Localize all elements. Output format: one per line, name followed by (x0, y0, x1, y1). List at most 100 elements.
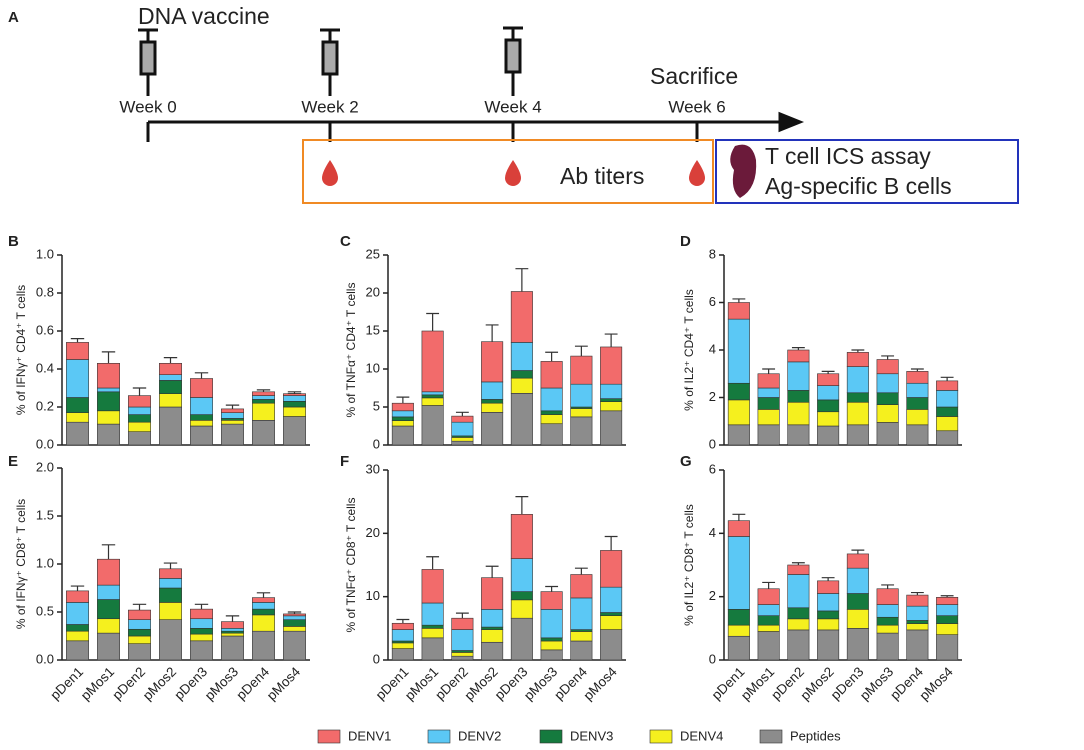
bar-segment (817, 593, 840, 612)
bar-segment (846, 628, 869, 661)
bar-segment (510, 558, 533, 592)
bar-segment (66, 342, 89, 360)
y-tick-label: 30 (366, 461, 380, 476)
bar-segment (540, 410, 563, 415)
bar-segment (600, 401, 623, 412)
bar-segment (936, 390, 959, 408)
error-bar (821, 370, 835, 374)
error-bar (545, 351, 559, 362)
bar-segment (190, 397, 213, 415)
bar-segment (570, 355, 593, 385)
bar-segment (936, 634, 959, 661)
bar-segment (727, 318, 750, 384)
bar-segment (787, 629, 810, 661)
bar-segment (451, 652, 474, 657)
bar-segment (540, 387, 563, 412)
bar-segment (481, 412, 504, 446)
bar-segment (159, 393, 182, 408)
bar-segment (221, 408, 244, 413)
bar-segment (757, 424, 780, 446)
bar-segment (128, 431, 151, 446)
bar-segment (283, 400, 306, 408)
y-tick-label: 6 (709, 294, 716, 309)
bar-segment (159, 602, 182, 620)
error-bar (485, 565, 499, 578)
error-bar (455, 411, 469, 417)
y-tick-label: 5 (373, 398, 380, 413)
bar-segment (66, 630, 89, 642)
error-bar (70, 338, 85, 343)
bar-segment (221, 419, 244, 425)
error-bar (545, 585, 559, 592)
error-bar (163, 562, 178, 569)
bar-segment (128, 643, 151, 661)
bar-segment (283, 395, 306, 402)
error-bar (396, 396, 410, 404)
legend-swatch (317, 729, 341, 744)
bar-segment (846, 567, 869, 594)
bar-segment (97, 584, 120, 600)
bar-segment (787, 607, 810, 620)
bar-segment (936, 406, 959, 417)
bar-segment (757, 409, 780, 426)
bar-segment (128, 421, 151, 433)
panel-label: F (340, 453, 349, 470)
bar-segment (283, 406, 306, 417)
panel-label: E (8, 453, 18, 470)
bar-segment (190, 419, 213, 427)
legend-swatch (427, 729, 451, 744)
error-bar (426, 312, 440, 331)
bar-segment (481, 609, 504, 628)
x-tick-label: pMos1 (402, 664, 441, 703)
legend-label: Peptides (790, 728, 841, 743)
bar-segment (451, 440, 474, 446)
bar-segment (600, 383, 623, 399)
x-tick-label: pDen4 (233, 664, 272, 703)
bar-segment (570, 408, 593, 418)
bar-segment (936, 380, 959, 391)
ab-box (302, 139, 714, 204)
y-tick-label: 0.6 (36, 322, 54, 337)
bar-segment (876, 404, 899, 423)
bar-segment (846, 609, 869, 629)
y-tick-label: 20 (366, 525, 380, 540)
bar-segment (876, 359, 899, 375)
bar-segment (936, 430, 959, 446)
bar-segment (481, 641, 504, 661)
bar-segment (391, 420, 414, 427)
y-tick-label: 1.0 (36, 246, 54, 261)
blood-drops (322, 160, 705, 186)
bar-segment (221, 632, 244, 637)
bar-segment (570, 597, 593, 630)
bar-segment (787, 390, 810, 403)
error-bar (101, 544, 116, 560)
bar-segment (846, 392, 869, 403)
assay-box (715, 139, 1019, 204)
bar-segment (540, 609, 563, 639)
bar-segment (846, 593, 869, 610)
bar-segment (252, 614, 275, 632)
y-tick-label: 1.0 (36, 555, 54, 570)
x-tick-label: pMos4 (264, 664, 304, 704)
bar-segment (817, 411, 840, 427)
bar-segment (876, 604, 899, 618)
bar-segment (757, 387, 780, 398)
y-tick-label: 1.5 (36, 507, 54, 522)
bar-segment (936, 623, 959, 635)
error-bar (396, 618, 410, 624)
bar-segment (97, 362, 120, 389)
x-tick-label: pDen3 (171, 664, 210, 703)
error-bar (287, 391, 302, 394)
bar-segment (391, 642, 414, 649)
error-bar (287, 611, 302, 614)
bar-segment (876, 588, 899, 605)
x-tick-label: pMos2 (461, 664, 500, 703)
bar-segment (128, 395, 151, 408)
bar-segment (481, 626, 504, 630)
bar-segment (252, 597, 275, 603)
bar-segment (510, 370, 533, 379)
bar-segment (817, 618, 840, 631)
bar-segment (159, 374, 182, 381)
y-tick-label: 0 (709, 651, 716, 666)
bar-segment (757, 631, 780, 661)
